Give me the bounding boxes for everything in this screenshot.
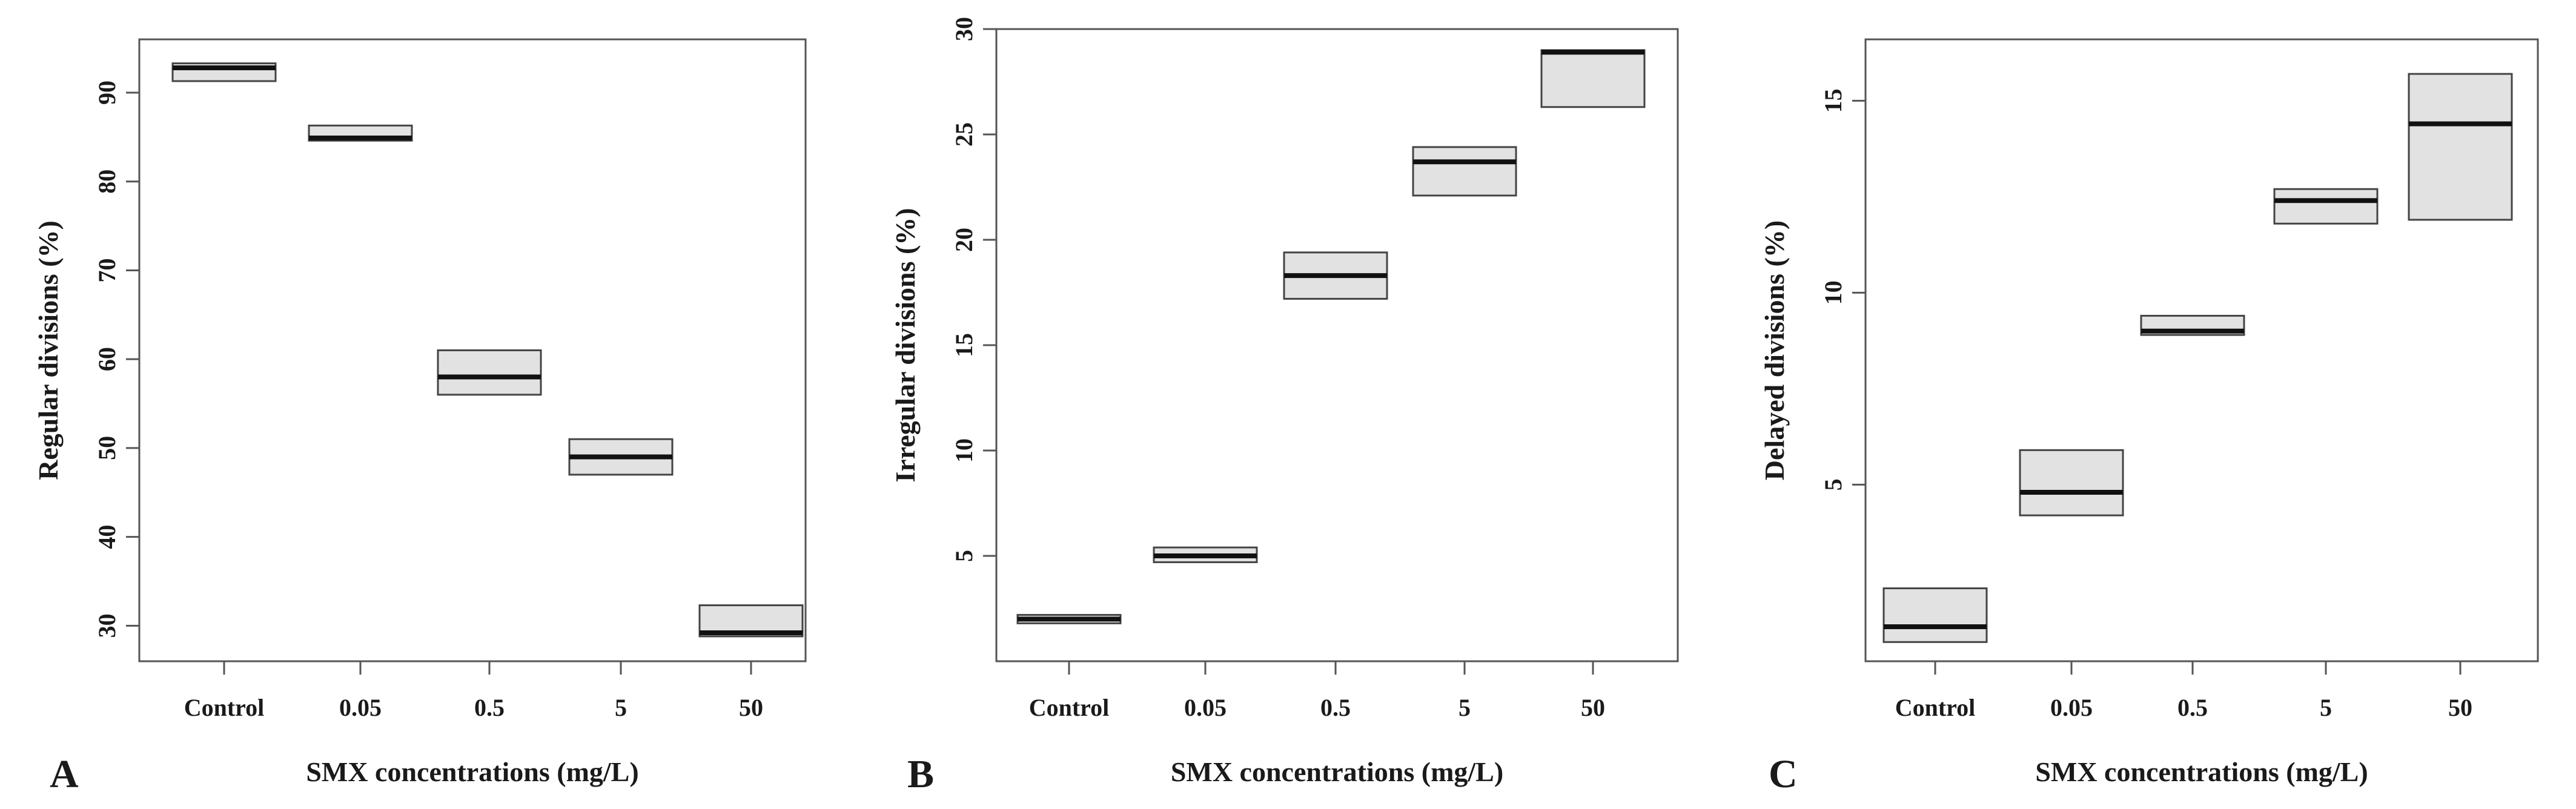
panel-label: B bbox=[907, 752, 934, 796]
x-tick-label: 0.5 bbox=[474, 694, 505, 721]
y-tick-label: 15 bbox=[1819, 88, 1847, 113]
plot-frame bbox=[995, 28, 1679, 662]
box-3 bbox=[2273, 188, 2379, 225]
y-tick-label: 30 bbox=[950, 17, 978, 41]
y-axis-title: Irregular divisions (%) bbox=[890, 208, 921, 482]
plot-frame bbox=[138, 38, 807, 662]
x-tick-label: 0.05 bbox=[2050, 694, 2093, 721]
y-tick-label: 40 bbox=[93, 525, 121, 549]
box-0 bbox=[1882, 587, 1988, 643]
panel-a: 30 40 50 60 70 80 90 Control 0.05 0.5 5 50 Regular d… bbox=[33, 38, 807, 796]
box-4 bbox=[1540, 49, 1646, 108]
x-tick-label: 5 bbox=[615, 694, 627, 721]
y-tick-label: 50 bbox=[93, 436, 121, 460]
x-tick-label: 0.05 bbox=[339, 694, 382, 721]
box-2 bbox=[437, 349, 542, 396]
box-1 bbox=[2019, 449, 2124, 517]
y-tick-label: 70 bbox=[93, 258, 121, 282]
box-3 bbox=[1412, 146, 1517, 197]
x-tick-label: 0.5 bbox=[1320, 694, 1351, 721]
x-tick-label: Control bbox=[1029, 694, 1110, 721]
y-tick-label: 10 bbox=[1819, 280, 1847, 305]
panel-label: A bbox=[50, 752, 79, 796]
y-tick-label: 20 bbox=[950, 228, 978, 252]
y-tick-label: 5 bbox=[1819, 478, 1847, 490]
x-tick-label: 5 bbox=[2320, 694, 2332, 721]
y-tick-label: 15 bbox=[950, 333, 978, 357]
panel-b: 5 10 15 20 25 30 Control 0.05 0.5 5 50 Irregular di… bbox=[890, 17, 1679, 796]
box-4 bbox=[2408, 73, 2513, 221]
y-tick-label: 25 bbox=[950, 122, 978, 147]
y-axis-title: Regular divisions (%) bbox=[33, 220, 64, 480]
y-tick-label: 90 bbox=[93, 81, 121, 105]
y-axis-title: Delayed divisions (%) bbox=[1759, 220, 1790, 480]
y-tick-label: 60 bbox=[93, 347, 121, 371]
x-tick-label: 0.05 bbox=[1184, 694, 1227, 721]
x-tick-label: 5 bbox=[1459, 694, 1471, 721]
x-tick-label: 50 bbox=[2448, 694, 2472, 721]
x-axis-title: SMX concentrations (mg/L) bbox=[306, 756, 638, 787]
x-tick-label: 50 bbox=[1581, 694, 1605, 721]
y-tick-label: 5 bbox=[950, 550, 978, 562]
x-axis-title: SMX concentrations (mg/L) bbox=[1171, 756, 1503, 787]
panel-c: 5 10 15 Control 0.05 0.5 5 50 Delayed divisions … bbox=[1759, 38, 2539, 796]
x-tick-label: 0.5 bbox=[2177, 694, 2208, 721]
x-tick-label: Control bbox=[184, 694, 265, 721]
y-tick-label: 30 bbox=[93, 613, 121, 638]
panel-label: C bbox=[1769, 752, 1798, 796]
y-tick-label: 10 bbox=[950, 438, 978, 463]
x-tick-label: 50 bbox=[739, 694, 763, 721]
x-axis-title: SMX concentrations (mg/L) bbox=[2035, 756, 2368, 787]
x-tick-label: Control bbox=[1895, 694, 1976, 721]
y-tick-label: 80 bbox=[93, 170, 121, 194]
plot-frame bbox=[1864, 38, 2539, 662]
